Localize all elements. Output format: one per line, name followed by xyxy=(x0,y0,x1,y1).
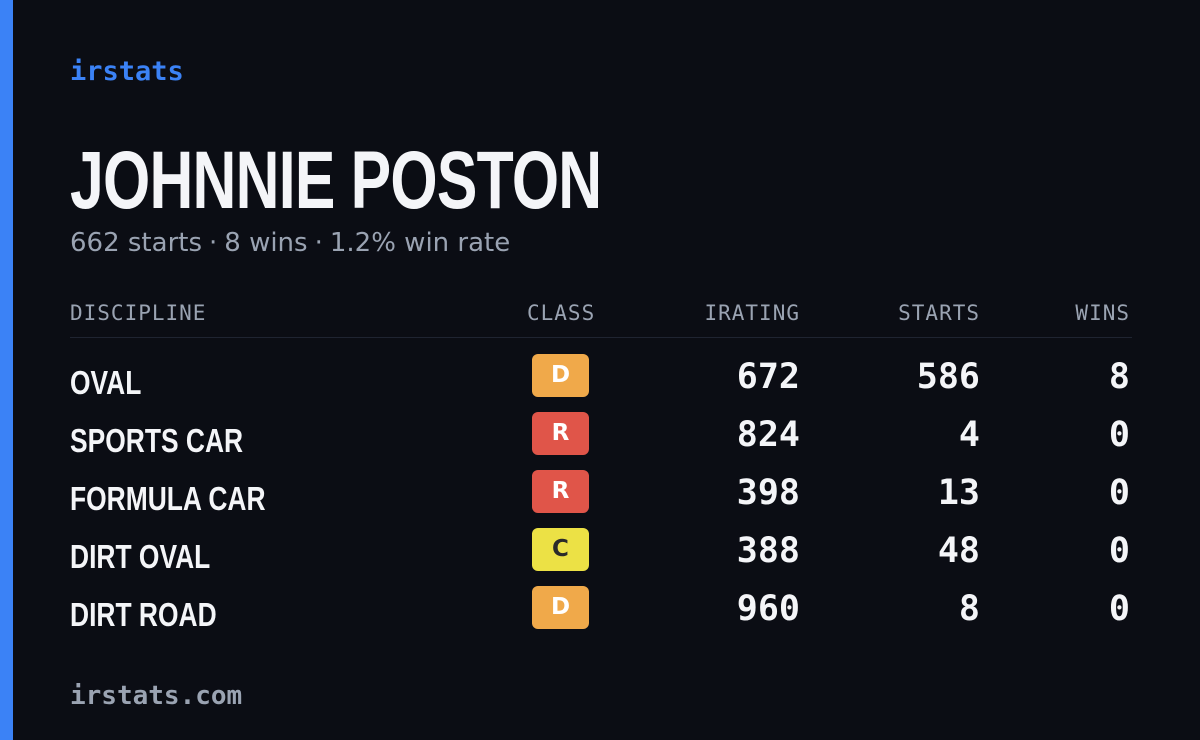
starts-value: 13 xyxy=(937,473,980,513)
table-row: DIRT OVAL C 388 48 0 xyxy=(0,528,1200,586)
header-wins: WINS xyxy=(1075,301,1130,325)
irating-value: 398 xyxy=(736,473,800,513)
table-row: OVAL D 672 586 8 xyxy=(0,354,1200,412)
table-row: FORMULA CAR R 398 13 0 xyxy=(0,470,1200,528)
discipline-name: DIRT ROAD xyxy=(70,596,217,633)
table-row: DIRT ROAD D 960 8 0 xyxy=(0,586,1200,644)
driver-summary: 662 starts · 8 wins · 1.2% win rate xyxy=(70,228,510,258)
discipline-name: DIRT OVAL xyxy=(70,538,211,575)
license-class-badge: D xyxy=(532,354,589,397)
wins-summary: 8 wins xyxy=(224,228,308,258)
summary-separator: · xyxy=(314,228,323,258)
driver-name: JOHNNIE POSTON xyxy=(70,135,602,226)
accent-bar xyxy=(0,0,13,740)
license-class-badge: C xyxy=(532,528,589,571)
starts-value: 586 xyxy=(916,357,980,397)
header-starts: STARTS xyxy=(898,301,980,325)
wins-value: 0 xyxy=(1108,473,1130,513)
wins-value: 8 xyxy=(1108,357,1130,397)
discipline-name: FORMULA CAR xyxy=(70,480,266,517)
win-rate-summary: 1.2% win rate xyxy=(329,228,511,258)
table-row: SPORTS CAR R 824 4 0 xyxy=(0,412,1200,470)
irating-value: 824 xyxy=(736,415,800,455)
discipline-name: SPORTS CAR xyxy=(70,422,244,459)
header-class: CLASS xyxy=(527,301,596,325)
brand-logo-text: irstats xyxy=(70,56,184,87)
starts-value: 8 xyxy=(958,589,980,629)
starts-summary: 662 starts xyxy=(70,228,202,258)
discipline-name: OVAL xyxy=(70,364,142,401)
header-irating: IRATING xyxy=(704,301,800,325)
wins-value: 0 xyxy=(1108,415,1130,455)
wins-value: 0 xyxy=(1108,531,1130,571)
summary-separator: · xyxy=(209,228,218,258)
wins-value: 0 xyxy=(1108,589,1130,629)
starts-value: 4 xyxy=(958,415,980,455)
footer-url: irstats.com xyxy=(70,681,243,711)
irating-value: 672 xyxy=(736,357,800,397)
header-divider xyxy=(70,337,1132,338)
irating-value: 960 xyxy=(736,589,800,629)
license-class-badge: R xyxy=(532,412,589,455)
header-discipline: DISCIPLINE xyxy=(70,301,207,325)
irating-value: 388 xyxy=(736,531,800,571)
license-class-badge: D xyxy=(532,586,589,629)
starts-value: 48 xyxy=(937,531,980,571)
license-class-badge: R xyxy=(532,470,589,513)
